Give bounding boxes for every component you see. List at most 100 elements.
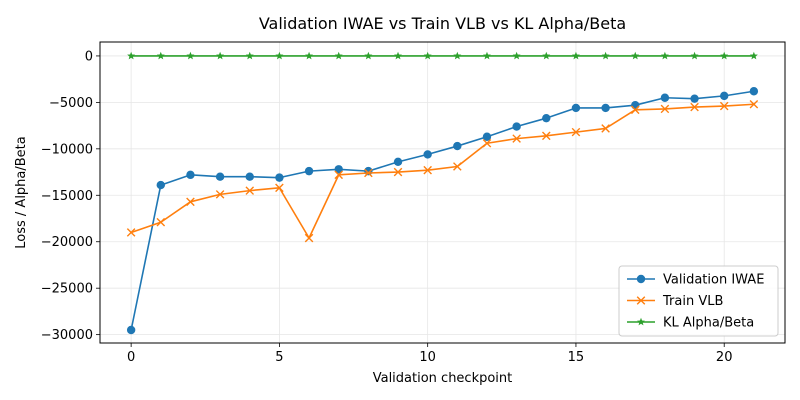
data-point-kl-alpha-beta xyxy=(186,51,195,60)
marker-stroke xyxy=(423,165,432,175)
data-point-train-vlb xyxy=(601,124,610,133)
legend: Validation IWAE Train VLB KL Alpha/Beta xyxy=(618,265,779,337)
data-point-validation-iwae xyxy=(215,172,225,181)
marker-stroke xyxy=(660,104,670,114)
marker-stroke xyxy=(275,183,284,193)
data-point-kl-alpha-beta xyxy=(127,51,136,60)
series-layer xyxy=(126,51,759,335)
data-point-kl-alpha-beta xyxy=(720,51,729,60)
data-point-train-vlb xyxy=(215,190,225,199)
data-point-validation-iwae xyxy=(690,94,699,103)
data-point-validation-iwae xyxy=(720,91,729,101)
plot-frame xyxy=(99,41,786,344)
legend-swatch-marker xyxy=(637,317,645,326)
legend-label: Train VLB xyxy=(662,294,723,309)
legend-swatch-marker xyxy=(636,274,646,284)
data-point-train-vlb xyxy=(482,138,492,148)
legend-entry: Train VLB xyxy=(627,294,723,309)
marker-stroke xyxy=(453,162,462,171)
y-tick-label: −5000 xyxy=(49,96,93,111)
data-point-train-vlb xyxy=(690,102,699,112)
ticks: 0 5 10 15 20 0 −5000 −10000 −15000 −20000 −25000 −3… xyxy=(41,49,733,365)
marker-stroke xyxy=(482,138,492,148)
data-point-kl-alpha-beta xyxy=(571,51,580,60)
marker-stroke xyxy=(186,197,195,207)
marker-stroke xyxy=(601,124,610,133)
data-point-validation-iwae xyxy=(482,132,492,141)
data-point-validation-iwae xyxy=(542,113,551,123)
data-point-validation-iwae xyxy=(275,173,284,182)
data-point-validation-iwae xyxy=(453,141,462,151)
data-point-validation-iwae xyxy=(156,180,165,190)
data-point-kl-alpha-beta xyxy=(216,51,225,60)
data-point-train-vlb xyxy=(275,183,284,193)
data-point-train-vlb xyxy=(512,134,521,143)
data-point-train-vlb xyxy=(660,104,670,114)
data-point-kl-alpha-beta xyxy=(512,51,521,60)
data-point-validation-iwae xyxy=(660,93,670,102)
series-line-train-vlb xyxy=(130,103,754,239)
legend-swatch-marker xyxy=(636,296,646,305)
data-point-train-vlb xyxy=(393,167,403,177)
legend-entry: KL Alpha/Beta xyxy=(627,316,754,331)
data-point-train-vlb xyxy=(541,131,551,141)
marker-stroke xyxy=(393,167,403,177)
marker-stroke xyxy=(304,233,314,243)
data-point-train-vlb xyxy=(186,197,195,207)
data-point-validation-iwae xyxy=(571,103,581,113)
y-axis-title: Loss / Alpha/Beta xyxy=(14,136,29,248)
y-tick-label: 0 xyxy=(85,49,93,64)
x-tick-label: 15 xyxy=(568,350,585,365)
data-point-train-vlb xyxy=(423,165,432,175)
data-point-validation-iwae xyxy=(186,170,195,180)
data-point-kl-alpha-beta xyxy=(690,51,699,60)
data-point-train-vlb xyxy=(453,162,462,171)
data-point-validation-iwae xyxy=(334,165,343,174)
x-tick-label: 20 xyxy=(716,350,733,365)
marker-stroke xyxy=(334,170,344,180)
data-point-kl-alpha-beta xyxy=(423,51,432,60)
marker-stroke xyxy=(364,168,373,178)
data-point-train-vlb xyxy=(156,217,166,227)
data-point-kl-alpha-beta xyxy=(245,51,254,60)
marker-stroke xyxy=(541,131,551,141)
data-point-train-vlb xyxy=(630,105,640,115)
marker-stroke xyxy=(512,134,521,143)
data-point-kl-alpha-beta xyxy=(542,51,551,60)
marker-stroke xyxy=(749,99,759,109)
chart-title: Validation IWAE vs Train VLB vs KL Alpha… xyxy=(259,14,626,33)
y-tick-label: −30000 xyxy=(41,328,93,343)
data-point-train-vlb xyxy=(245,186,255,195)
data-point-train-vlb xyxy=(571,127,581,137)
data-point-train-vlb xyxy=(749,99,759,109)
marker-stroke xyxy=(690,102,699,112)
legend-box xyxy=(618,265,779,337)
series-kl-alpha-beta xyxy=(127,51,758,60)
x-tick-label: 10 xyxy=(419,350,436,365)
data-point-validation-iwae xyxy=(423,150,432,159)
data-point-kl-alpha-beta xyxy=(305,51,314,60)
series-line-validation-iwae xyxy=(130,90,754,331)
x-tick-label: 0 xyxy=(127,350,135,365)
x-axis-title: Validation checkpoint xyxy=(373,371,513,386)
data-point-validation-iwae xyxy=(631,100,640,110)
series-train-vlb xyxy=(126,99,759,243)
marker-stroke xyxy=(719,101,729,111)
data-point-kl-alpha-beta xyxy=(660,51,669,60)
data-point-validation-iwae xyxy=(512,122,521,131)
data-point-train-vlb xyxy=(719,101,729,111)
data-point-validation-iwae xyxy=(245,172,254,181)
data-point-kl-alpha-beta xyxy=(749,51,758,60)
data-point-kl-alpha-beta xyxy=(601,51,610,60)
data-point-train-vlb xyxy=(334,170,344,180)
data-point-train-vlb xyxy=(304,233,314,243)
data-point-kl-alpha-beta xyxy=(364,51,373,60)
series-validation-iwae xyxy=(126,87,759,335)
data-point-kl-alpha-beta xyxy=(275,51,284,60)
marker-stroke xyxy=(126,228,136,237)
marker-stroke xyxy=(156,217,166,227)
y-tick-label: −10000 xyxy=(41,142,93,157)
data-point-kl-alpha-beta xyxy=(334,51,343,60)
data-point-kl-alpha-beta xyxy=(453,51,462,60)
